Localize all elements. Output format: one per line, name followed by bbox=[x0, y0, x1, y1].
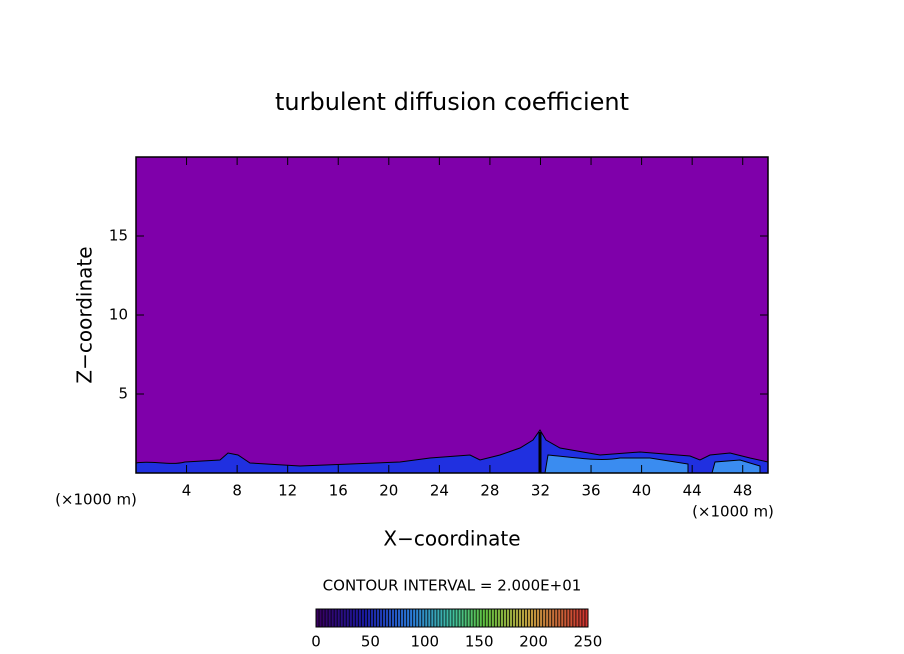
contour-region bbox=[711, 459, 761, 473]
x-tick-label: 20 bbox=[379, 482, 398, 500]
x-tick-label: 44 bbox=[683, 482, 702, 500]
y-tick-label: 15 bbox=[109, 227, 128, 245]
y-unit: (×1000 m) bbox=[55, 491, 137, 509]
x-axis-label: X−coordinate bbox=[383, 527, 520, 551]
colorbar-tick-label: 0 bbox=[311, 633, 321, 651]
x-tick-label: 16 bbox=[329, 482, 348, 500]
colorbar-tick-label: 200 bbox=[519, 633, 548, 651]
x-tick-label: 48 bbox=[733, 482, 752, 500]
colorbar-tick-label: 50 bbox=[361, 633, 380, 651]
colorbar-tick-label: 250 bbox=[574, 633, 603, 651]
x-tick-label: 24 bbox=[430, 482, 449, 500]
x-tick-label: 8 bbox=[232, 482, 242, 500]
x-tick-label: 40 bbox=[632, 482, 651, 500]
y-tick-label: 10 bbox=[109, 306, 128, 324]
x-tick-label: 4 bbox=[182, 482, 192, 500]
y-tick-label: 5 bbox=[118, 385, 128, 403]
colorbar-separators bbox=[318, 609, 586, 627]
x-tick-label: 28 bbox=[480, 482, 499, 500]
x-tick-label: 12 bbox=[278, 482, 297, 500]
x-tick-label: 32 bbox=[531, 482, 550, 500]
contour-regions bbox=[136, 429, 768, 473]
colorbar-tick-label: 150 bbox=[465, 633, 494, 651]
x-tick-label: 36 bbox=[581, 482, 600, 500]
colorbar-frame bbox=[315, 608, 589, 628]
contour-interval: CONTOUR INTERVAL = 2.000E+01 bbox=[323, 577, 582, 595]
x-unit: (×1000 m) bbox=[692, 503, 774, 521]
colorbar-tick-label: 100 bbox=[410, 633, 439, 651]
plot-area bbox=[136, 157, 768, 473]
chart-title: turbulent diffusion coefficient bbox=[275, 88, 629, 116]
y-axis-label: Z−coordinate bbox=[73, 246, 97, 383]
contour-region bbox=[544, 454, 689, 473]
